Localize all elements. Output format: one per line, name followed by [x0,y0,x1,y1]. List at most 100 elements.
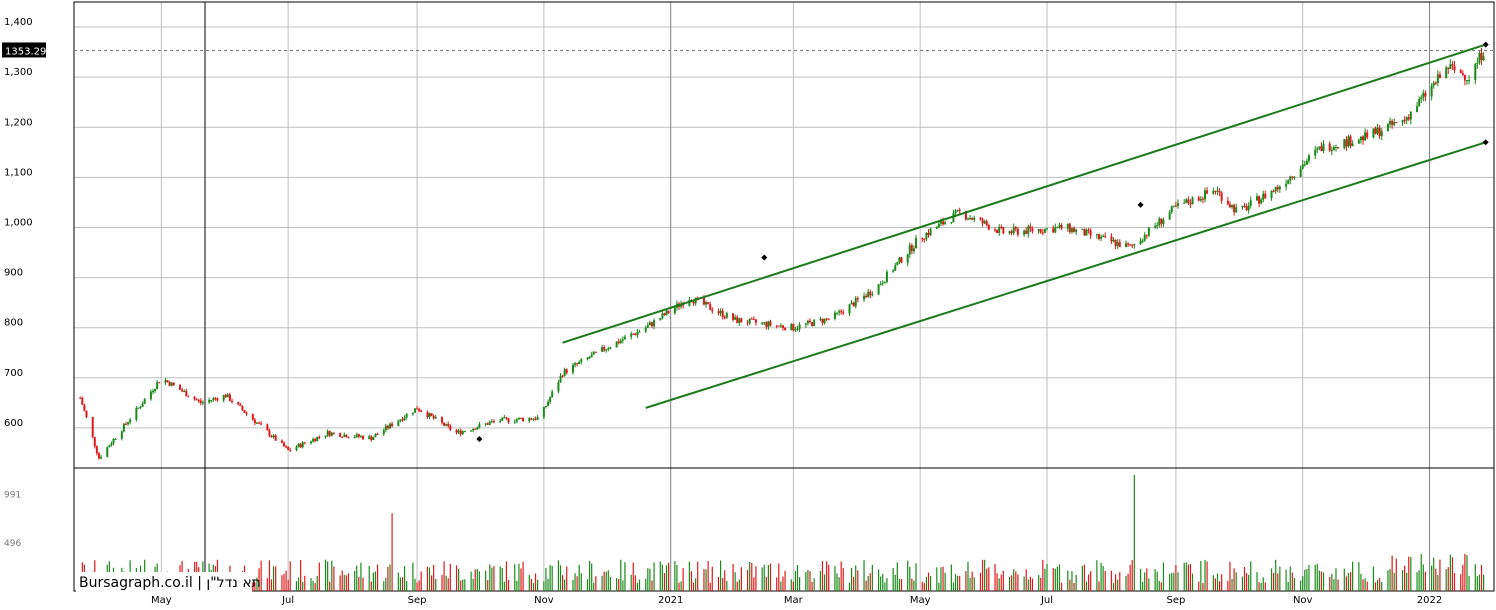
candle-body [852,302,855,307]
candle-body [272,435,275,437]
candle-body [1214,190,1217,192]
candle-body [915,238,918,249]
candle-body [260,423,263,425]
volume-bars [79,474,1485,591]
candle-body [900,257,903,263]
candle-body [303,442,306,444]
candle-body [443,422,446,426]
candle-body [1037,229,1040,232]
candle-body [1422,92,1425,98]
candle-body [499,420,502,422]
candle-body [927,232,930,236]
candle-body [798,324,801,329]
candle-body [1451,64,1454,66]
y-tick-label: 1,300 [4,67,33,78]
candle-body [796,328,799,330]
trendline [645,141,1486,409]
candle-body [359,436,362,438]
candle-body [1393,122,1396,125]
candle-body [1459,70,1462,74]
candle-body [1104,235,1107,237]
y-tick-label: 800 [4,318,23,329]
volume-tick-label: 991 [4,490,21,500]
candle-body [692,301,695,304]
candle-body [181,389,184,392]
candle-body [83,404,86,411]
candle-body [1264,193,1267,199]
candle-body [149,391,152,400]
candle-body [1255,196,1258,201]
candle-body [172,382,175,385]
candle-body [1212,190,1215,194]
candle-body [106,447,109,457]
candle-body [330,432,333,436]
candle-body [179,384,182,390]
candle-body [1087,229,1090,231]
candle-body [197,400,200,402]
candle-body [1054,227,1057,233]
candle-body [258,422,261,424]
candle-body [1025,230,1028,234]
candle-body [935,227,938,229]
candle-body [1376,127,1379,134]
candle-body [532,418,535,420]
candle-body [1272,190,1275,192]
markers [476,41,1489,442]
candle-body [688,300,691,306]
candle-body [289,449,292,451]
candle-body [1407,117,1410,120]
candle-body [634,333,637,335]
candle-body [979,217,982,220]
candle-body [216,398,219,401]
x-tick-label: Nov [1293,595,1313,606]
plot-frame [73,1,1495,592]
candle-body [1416,106,1419,113]
candle-body [353,437,356,439]
candle-body [391,423,394,427]
candle-body [1334,147,1337,149]
candle-body [1461,73,1464,75]
candle-body [212,398,215,401]
candle-body [1068,223,1071,232]
candle-body [1449,64,1452,69]
candle-body [208,400,211,403]
candle-body [418,409,421,411]
candle-body [1303,164,1306,166]
candle-body [434,417,437,419]
candle-body [282,442,285,447]
candle-body [135,408,138,420]
candle-body [588,357,591,359]
candle-body [563,369,566,376]
candle-body [869,291,872,296]
candle-body [1160,218,1163,224]
candle-body [865,295,868,298]
candle-body [1405,117,1408,121]
candle-body [1174,205,1177,207]
candle-body [702,298,705,305]
candle-body [1029,226,1032,229]
candle-body [522,418,525,422]
candle-body [141,403,144,407]
candle-body [653,320,656,327]
candle-body [1299,168,1302,177]
candle-body [983,221,986,224]
candle-body [925,232,928,240]
candle-body [850,302,853,305]
candle-body [1314,149,1317,156]
candle-body [1337,147,1340,149]
candle-body [806,320,809,324]
y-tick-label: 1,000 [4,217,33,228]
candle-body [268,430,271,436]
candle-body [401,419,404,421]
candle-body [879,284,882,286]
candle-body [430,413,433,416]
candle-body [1403,120,1406,122]
candle-body [428,413,431,418]
candle-body [574,363,577,366]
candle-body [214,398,217,400]
candle-body [650,322,653,327]
candle-body [1147,227,1150,236]
candle-body [673,307,676,314]
candle-body [892,270,895,272]
candle-body [987,224,990,230]
